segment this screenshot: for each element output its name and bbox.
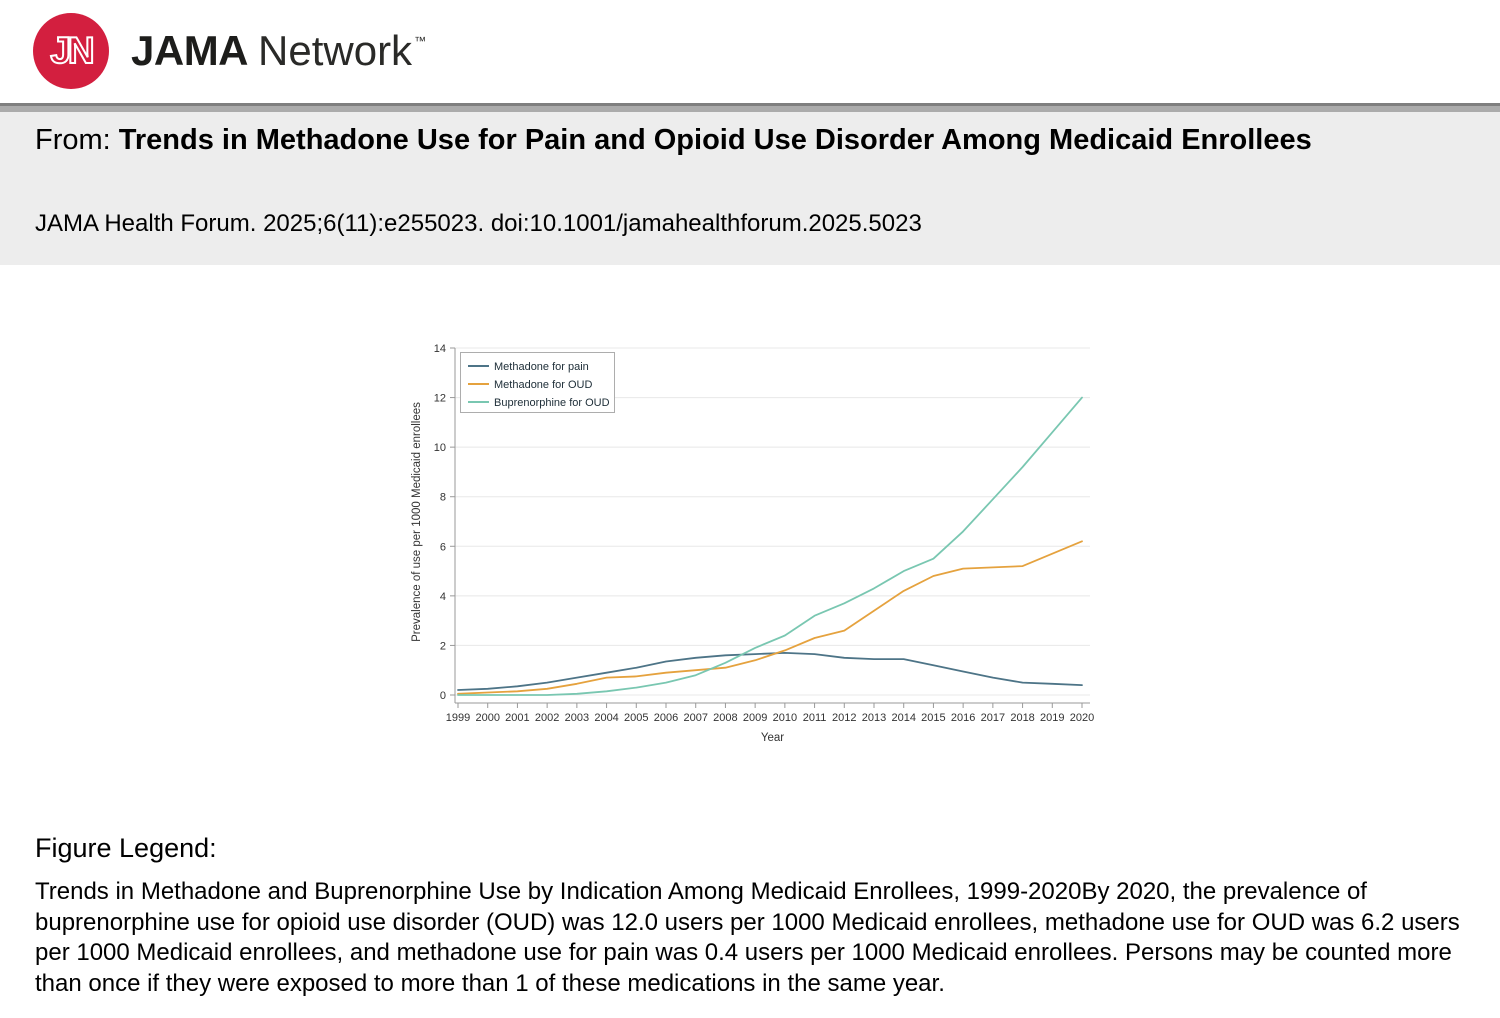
svg-text:2018: 2018 bbox=[1010, 712, 1034, 724]
svg-text:2004: 2004 bbox=[594, 712, 618, 724]
chart-svg: 0 2 4 6 8 10 12 14 1999 2000 2001 2002 2003 2004 2005 2… bbox=[411, 343, 1094, 744]
svg-text:Methadone for pain: Methadone for pain bbox=[494, 361, 589, 373]
figure-legend-heading: Figure Legend: bbox=[35, 833, 217, 863]
svg-text:2: 2 bbox=[440, 640, 446, 652]
jn-logo-icon: JN bbox=[33, 13, 109, 89]
brand-wordmark: JAMA Network ™ bbox=[131, 27, 426, 75]
svg-text:0: 0 bbox=[440, 690, 446, 702]
svg-text:Prevalence of use per 1000 Med: Prevalence of use per 1000 Medicaid enro… bbox=[411, 402, 423, 642]
svg-text:2011: 2011 bbox=[803, 712, 827, 724]
svg-text:2002: 2002 bbox=[535, 712, 559, 724]
svg-text:4: 4 bbox=[440, 591, 446, 603]
divider-bar bbox=[0, 103, 1500, 112]
svg-text:Methadone for OUD: Methadone for OUD bbox=[494, 379, 592, 391]
jn-logo-letters: JN bbox=[49, 29, 95, 72]
svg-text:2019: 2019 bbox=[1040, 712, 1064, 724]
svg-text:2012: 2012 bbox=[832, 712, 856, 724]
chart-legend: Methadone for pain Methadone for OUD Bupre… bbox=[460, 352, 615, 413]
svg-text:2013: 2013 bbox=[862, 712, 886, 724]
figure-legend-text: Trends in Methadone and Buprenorphine Us… bbox=[35, 878, 1460, 997]
svg-text:2000: 2000 bbox=[475, 712, 499, 724]
from-prefix: From: bbox=[35, 124, 119, 156]
chart-series-lines bbox=[457, 396, 1083, 696]
svg-text:2009: 2009 bbox=[743, 712, 767, 724]
article-title: Trends in Methadone Use for Pain and Opi… bbox=[118, 124, 1312, 156]
svg-text:8: 8 bbox=[440, 492, 446, 504]
trademark-symbol: ™ bbox=[414, 34, 427, 48]
svg-text:2007: 2007 bbox=[683, 712, 707, 724]
brand-network: Network bbox=[258, 27, 413, 74]
svg-text:1999: 1999 bbox=[446, 712, 470, 724]
svg-text:2014: 2014 bbox=[891, 712, 915, 724]
brand-jama: JAMA bbox=[131, 27, 249, 74]
citation-band: From: Trends in Methadone Use for Pain a… bbox=[0, 112, 1500, 265]
svg-text:2003: 2003 bbox=[565, 712, 589, 724]
journal-citation: JAMA Health Forum. 2025;6(11):e255023. d… bbox=[35, 210, 922, 237]
header: JN JAMA Network ™ bbox=[0, 0, 1500, 103]
svg-text:2008: 2008 bbox=[713, 712, 737, 724]
chart-axis-labels: 0 2 4 6 8 10 12 14 1999 2000 2001 2002 2003 2004 2005 2… bbox=[411, 343, 1094, 744]
svg-text:6: 6 bbox=[440, 541, 446, 553]
svg-text:2005: 2005 bbox=[624, 712, 648, 724]
svg-text:2006: 2006 bbox=[654, 712, 678, 724]
svg-text:2017: 2017 bbox=[981, 712, 1005, 724]
svg-text:14: 14 bbox=[434, 343, 446, 355]
jama-network-logo[interactable]: JN JAMA Network ™ bbox=[33, 13, 426, 89]
svg-text:2010: 2010 bbox=[773, 712, 797, 724]
svg-text:Buprenorphine for OUD: Buprenorphine for OUD bbox=[494, 397, 610, 409]
svg-text:2016: 2016 bbox=[951, 712, 975, 724]
svg-text:2001: 2001 bbox=[505, 712, 529, 724]
chart-axes bbox=[450, 347, 1090, 708]
article-title-line: From: Trends in Methadone Use for Pain a… bbox=[35, 124, 1312, 157]
svg-text:Year: Year bbox=[761, 732, 784, 744]
svg-text:2020: 2020 bbox=[1070, 712, 1094, 724]
line-chart: 0 2 4 6 8 10 12 14 1999 2000 2001 2002 2003 2004 2005 2… bbox=[410, 335, 1110, 755]
svg-text:12: 12 bbox=[434, 393, 446, 405]
svg-text:2015: 2015 bbox=[921, 712, 945, 724]
svg-text:10: 10 bbox=[434, 442, 446, 454]
